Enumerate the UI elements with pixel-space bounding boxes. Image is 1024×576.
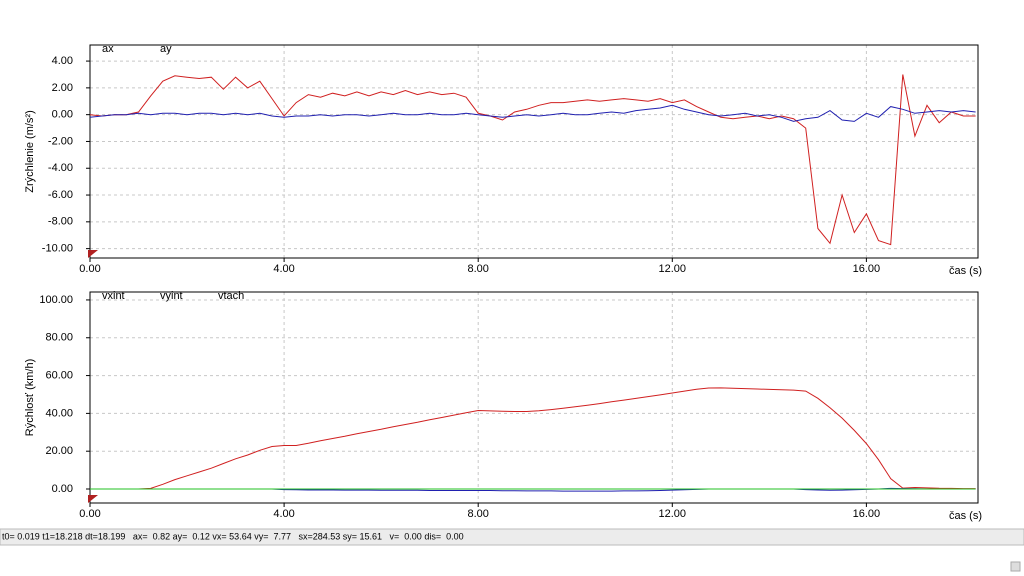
y-tick-label: 0.00 bbox=[52, 483, 73, 495]
x-axis-label: čas (s) bbox=[949, 510, 982, 522]
cursor-marker bbox=[88, 495, 98, 503]
x-tick-label: 12.00 bbox=[659, 508, 687, 520]
y-tick-label: 20.00 bbox=[45, 445, 73, 457]
x-tick-label: 8.00 bbox=[467, 508, 488, 520]
y-tick-label: 4.00 bbox=[52, 55, 73, 67]
series-line bbox=[90, 387, 976, 490]
legend-entry: vxint bbox=[102, 290, 125, 302]
y-tick-label: -4.00 bbox=[48, 162, 73, 174]
x-tick-label: 4.00 bbox=[273, 508, 294, 520]
x-tick-label: 4.00 bbox=[273, 263, 294, 275]
y-tick-label: 100.00 bbox=[39, 294, 73, 306]
status-bar bbox=[0, 528, 1024, 546]
series-line bbox=[89, 74, 976, 246]
x-tick-label: 16.00 bbox=[853, 263, 881, 275]
y-tick-label: 60.00 bbox=[45, 369, 73, 381]
y-axis-label: Zrýchlenie (m/s²) bbox=[24, 110, 36, 193]
x-tick-label: 12.00 bbox=[659, 263, 687, 275]
x-tick-label: 8.00 bbox=[467, 263, 488, 275]
plot-frame bbox=[89, 44, 979, 259]
y-axis-label: Rýchlosť (km/h) bbox=[24, 359, 36, 436]
plot-frame bbox=[89, 291, 979, 504]
x-tick-label: 16.00 bbox=[853, 508, 881, 520]
x-tick-label: 0.00 bbox=[79, 263, 100, 275]
status-text: t0= 0.019 t1=18.218 dt=18.199 ax= 0.82 a… bbox=[2, 531, 464, 541]
y-tick-label: -8.00 bbox=[48, 216, 73, 228]
legend-entry: vtach bbox=[218, 290, 244, 302]
legend-entry: vyint bbox=[160, 290, 183, 302]
legend-entry: ax bbox=[102, 43, 114, 55]
x-axis-label: čas (s) bbox=[949, 265, 982, 277]
series-line bbox=[89, 104, 976, 122]
resize-grip[interactable] bbox=[1010, 561, 1021, 572]
y-tick-label: -6.00 bbox=[48, 189, 73, 201]
y-tick-label: 0.00 bbox=[52, 109, 73, 121]
y-tick-label: 40.00 bbox=[45, 407, 73, 419]
y-tick-label: 2.00 bbox=[52, 82, 73, 94]
cursor-marker bbox=[88, 250, 98, 258]
x-tick-label: 0.00 bbox=[79, 508, 100, 520]
y-tick-label: -2.00 bbox=[48, 135, 73, 147]
y-tick-label: 80.00 bbox=[45, 332, 73, 344]
legend-entry: ay bbox=[160, 43, 172, 55]
y-tick-label: -10.00 bbox=[42, 243, 73, 255]
